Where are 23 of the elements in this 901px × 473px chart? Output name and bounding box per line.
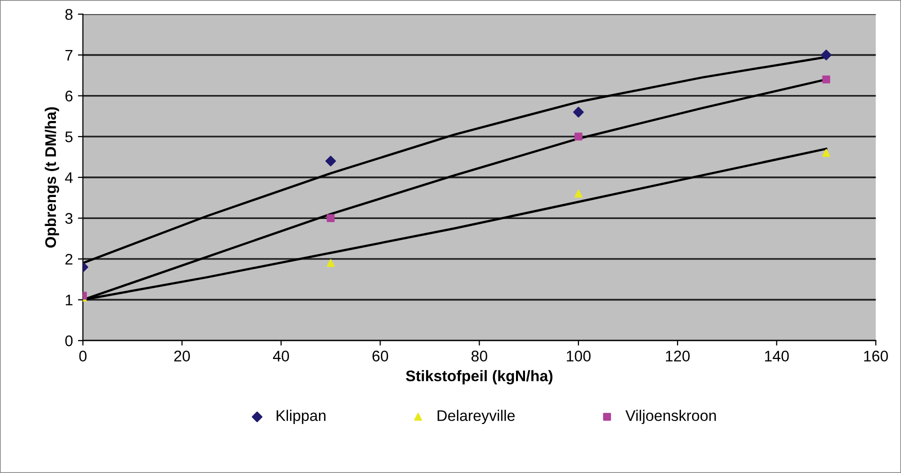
y-tick-label: 4 <box>65 172 73 183</box>
y-tick-label: 1 <box>66 294 72 306</box>
x-tick-label: 80 <box>472 350 488 362</box>
legend-label: Delareyville <box>438 410 515 424</box>
x-axis-title: Stikstofpeil (kgN/ha) <box>406 370 552 384</box>
x-tick-label: 0 <box>79 350 87 362</box>
x-tick-label: 60 <box>372 350 388 362</box>
y-tick-label: 0 <box>65 335 73 346</box>
x-tick-label: 160 <box>864 350 888 362</box>
x-tick-label: 40 <box>272 350 290 362</box>
y-tick-label: 5 <box>65 132 73 142</box>
y-tick-label: 8 <box>65 9 73 20</box>
y-tick-label: 7 <box>65 50 72 61</box>
x-tick-label: 20 <box>174 350 190 362</box>
legend-label: Klippan <box>276 410 326 424</box>
y-axis-title: Opbrengs (t DM/ha) <box>44 107 60 248</box>
y-tick-label: 6 <box>65 90 72 102</box>
x-tick-label: 140 <box>765 350 789 362</box>
legend-label: Viljoenskroon <box>625 410 716 424</box>
y-tick-label: 3 <box>65 213 72 224</box>
x-tick-label: 120 <box>666 350 690 362</box>
y-tick-label: 2 <box>65 254 72 265</box>
x-tick-label: 100 <box>566 350 591 362</box>
